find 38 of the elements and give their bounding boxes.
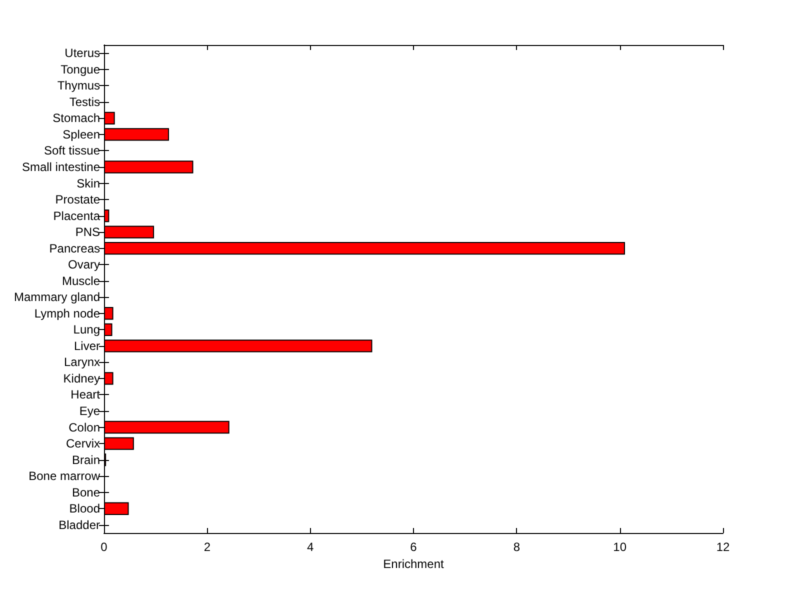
y-tick-label: Muscle xyxy=(62,274,100,288)
y-tick-label: Thymus xyxy=(57,78,100,93)
y-tick-label: Cervix xyxy=(66,436,100,451)
y-tick-label: Bone marrow xyxy=(28,469,100,484)
y-tick-label: PNS xyxy=(75,225,100,240)
y-tick-label: Lymph node xyxy=(34,306,100,320)
y-tick-label: Blood xyxy=(69,502,100,516)
y-tick-label: Liver xyxy=(74,338,100,353)
x-tick-label: 10 xyxy=(613,540,627,554)
y-tick-label: Prostate xyxy=(55,192,100,207)
y-tick-label: Bone xyxy=(72,485,100,500)
y-tick-label: Kidney xyxy=(63,371,100,386)
y-tick-label: Colon xyxy=(68,420,100,434)
y-tick-label: Soft tissue xyxy=(44,144,100,158)
y-tick-label: Placenta xyxy=(53,208,100,223)
y-tick-label: Tongue xyxy=(60,62,100,76)
y-tick-label: Uterus xyxy=(64,46,100,60)
x-tick-label: 0 xyxy=(100,540,108,554)
y-tick-label: Small intestine xyxy=(22,160,100,174)
y-tick-label: Lung xyxy=(73,322,100,337)
x-tick-label: 8 xyxy=(513,540,520,554)
y-tick-label: Ovary xyxy=(68,258,100,272)
y-tick-label: Heart xyxy=(70,388,101,402)
y-tick-label: Eye xyxy=(79,404,100,418)
x-tick-label: 12 xyxy=(716,540,730,554)
y-tick-label: Bladder xyxy=(58,518,100,532)
y-tick-label: Pancreas xyxy=(49,241,100,256)
y-tick-label: Mammary gland xyxy=(14,290,100,304)
y-tick-label: Larynx xyxy=(64,355,100,370)
y-tick-label: Testis xyxy=(69,94,100,109)
y-tick-label: Stomach xyxy=(52,111,100,126)
y-tick-label: Brain xyxy=(72,452,100,467)
x-tick-label: 6 xyxy=(410,540,418,554)
x-tick-label: 4 xyxy=(306,540,314,554)
x-tick-label: 2 xyxy=(204,540,211,554)
y-tick-label: Spleen xyxy=(62,127,100,142)
x-axis-title: Enrichment xyxy=(383,556,445,571)
y-tick-label: Skin xyxy=(76,176,100,190)
